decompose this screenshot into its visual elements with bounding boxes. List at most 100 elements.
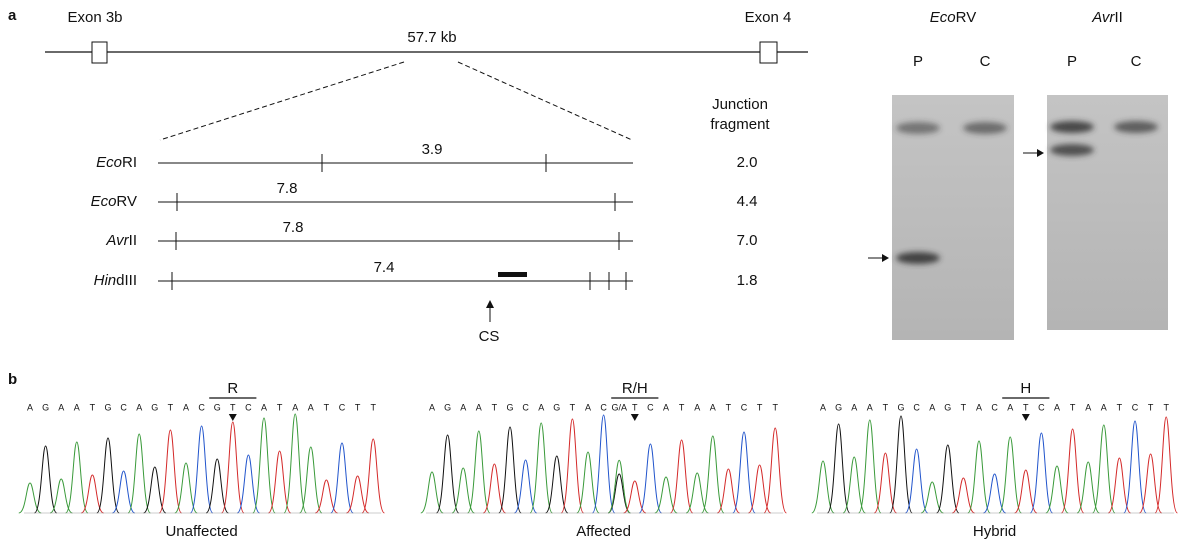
cs-label: CS — [479, 328, 500, 345]
trace-peak — [968, 441, 990, 513]
base-letter: G — [42, 402, 49, 412]
exon-box — [760, 42, 777, 63]
trace-peak — [128, 434, 150, 513]
enzyme-italic: Hin — [94, 272, 117, 289]
base-letter: A — [851, 402, 857, 412]
base-letter: C — [991, 402, 998, 412]
base-letter: T — [492, 402, 498, 412]
enzyme-plain: II — [1114, 9, 1122, 26]
base-letter: A — [183, 402, 189, 412]
base-letter: T — [632, 402, 638, 412]
trace-peak — [284, 414, 306, 513]
trace-peak — [764, 428, 786, 513]
enzyme-italic: Eco — [930, 9, 956, 26]
junction-size: 4.4 — [737, 193, 758, 210]
base-letter: A — [694, 402, 700, 412]
trace-peak — [592, 415, 614, 513]
zoom-line — [458, 62, 632, 140]
base-letter: C — [1132, 402, 1139, 412]
enzyme-label: EcoRV — [91, 193, 137, 210]
base-letter: A — [929, 402, 935, 412]
trace-peak — [222, 422, 244, 513]
base-letter: T — [168, 402, 174, 412]
base-letter: G — [444, 402, 451, 412]
base-letter: G/A — [611, 402, 627, 412]
base-letter: G — [104, 402, 111, 412]
zoom-line — [160, 62, 404, 140]
base-letter: C — [522, 402, 529, 412]
trace-peak — [468, 431, 490, 513]
base-letter: A — [538, 402, 544, 412]
base-letter: T — [726, 402, 732, 412]
trace-peak — [639, 444, 661, 513]
gel-band — [1114, 121, 1158, 133]
enzyme-label: EcoRV — [930, 9, 976, 26]
exon-box — [92, 42, 107, 63]
trace-caption: Affected — [576, 523, 631, 540]
site-marker — [1022, 414, 1030, 421]
enzyme-plain: RV — [116, 193, 137, 210]
enzyme-plain: II — [129, 232, 137, 249]
panel-label: a — [8, 7, 17, 24]
base-letter: A — [292, 402, 298, 412]
enzyme-label: AvrII — [105, 232, 137, 249]
trace-peak — [499, 427, 521, 513]
junction-size: 2.0 — [737, 154, 758, 171]
site-marker — [229, 414, 237, 421]
enzyme-label: HindIII — [94, 272, 137, 289]
base-letter: G — [553, 402, 560, 412]
base-letter: T — [772, 402, 778, 412]
trace-peak — [561, 419, 583, 513]
base-letter: G — [897, 402, 904, 412]
lane-label: C — [1131, 53, 1142, 70]
base-letter: C — [647, 402, 654, 412]
gel-band — [896, 122, 940, 134]
site-label: R/H — [622, 380, 648, 397]
base-letter: G — [835, 402, 842, 412]
gel-band — [896, 252, 940, 264]
base-letter: A — [1007, 402, 1013, 412]
enzyme-plain: dIII — [116, 272, 137, 289]
fragment-size: 3.9 — [422, 141, 443, 158]
trace-peak — [702, 436, 724, 513]
trace-caption: Hybrid — [973, 523, 1016, 540]
base-letter: T — [1070, 402, 1076, 412]
trace-peak — [362, 439, 384, 513]
base-letter: A — [74, 402, 80, 412]
base-letter: G — [151, 402, 158, 412]
base-letter: T — [570, 402, 576, 412]
base-letter: A — [663, 402, 669, 412]
base-letter: A — [585, 402, 591, 412]
enzyme-italic: Eco — [96, 154, 122, 171]
trace-peak — [159, 430, 181, 513]
base-letter: T — [757, 402, 763, 412]
base-letter: T — [355, 402, 361, 412]
base-letter: A — [58, 402, 64, 412]
base-letter: A — [976, 402, 982, 412]
base-letter: C — [198, 402, 205, 412]
trace-peak — [1093, 425, 1115, 513]
base-letter: T — [1023, 402, 1029, 412]
band-arrowhead — [882, 254, 889, 262]
enzyme-label: EcoRI — [96, 154, 137, 171]
site-label: R — [227, 380, 238, 397]
trace-peak — [253, 418, 275, 513]
base-letter: T — [1117, 402, 1123, 412]
base-letter: T — [324, 402, 330, 412]
trace-caption: Unaffected — [165, 523, 237, 540]
figure: a Exon 3b Exon 4 57.7 kb Junction fragme… — [0, 0, 1181, 544]
lane-label: C — [980, 53, 991, 70]
gel-band — [1050, 121, 1094, 133]
base-letter: G — [506, 402, 513, 412]
base-letter: A — [261, 402, 267, 412]
base-letter: C — [120, 402, 127, 412]
lane-label: P — [1067, 53, 1077, 70]
base-letter: A — [476, 402, 482, 412]
trace-peak — [530, 423, 552, 513]
base-letter: A — [136, 402, 142, 412]
junction-header: fragment — [710, 116, 770, 133]
enzyme-plain: RV — [956, 9, 977, 26]
base-letter: T — [277, 402, 283, 412]
trace-peak — [827, 424, 849, 513]
base-letter: C — [245, 402, 252, 412]
